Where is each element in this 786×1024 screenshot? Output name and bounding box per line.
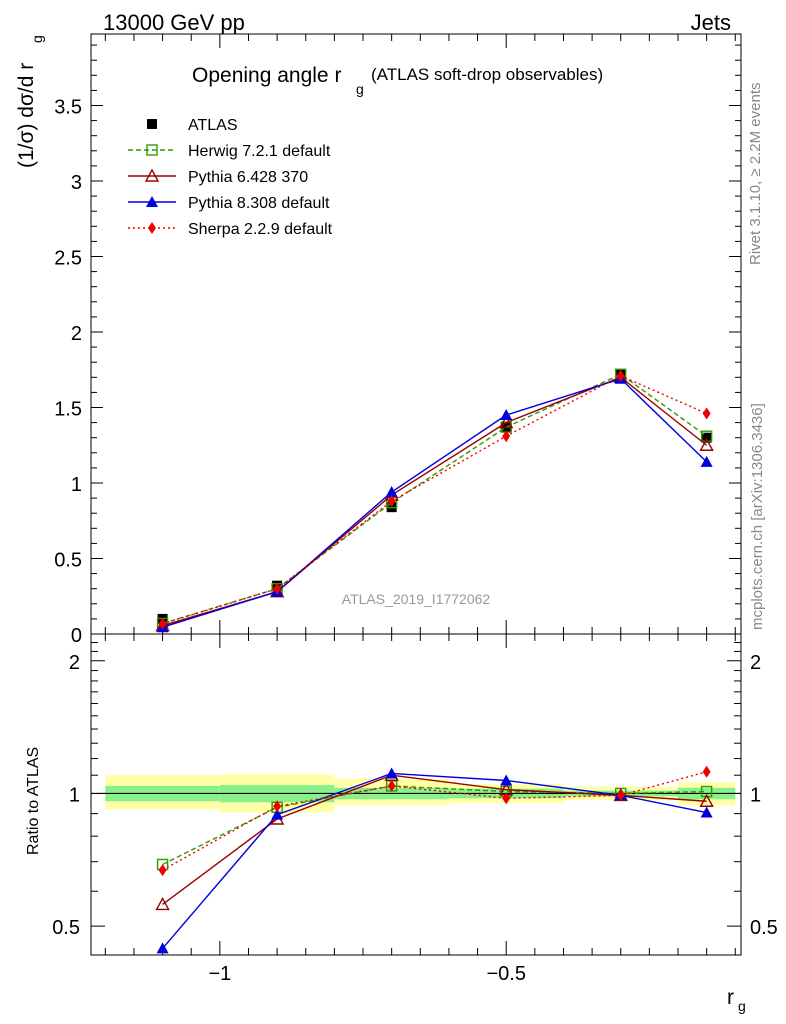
series-line-2 [162, 376, 708, 627]
legend-label: ATLAS [188, 117, 238, 134]
ratio-point-1 [699, 793, 714, 807]
ratio-point-2 [500, 774, 513, 786]
legend-label: Pythia 6.428 370 [188, 169, 308, 186]
y-tick-label: 3 [71, 172, 82, 194]
series-line-1 [162, 373, 708, 625]
analysis-watermark: ATLAS_2019_I1772062 [342, 591, 491, 607]
rivet-label: Rivet 3.1.10, ≥ 2.2M events [747, 83, 764, 266]
legend-label: Pythia 8.308 default [188, 195, 330, 212]
data-point-0 [701, 432, 712, 443]
ratio-point-2 [700, 806, 713, 818]
y-tick-label: 0.5 [54, 550, 82, 572]
ratio-point-3 [158, 864, 167, 877]
legend-marker [146, 196, 158, 207]
ratio-line-2 [162, 772, 707, 949]
legend-marker [146, 144, 158, 156]
ratio-point-2 [385, 767, 398, 779]
legend-label: Sherpa 2.2.9 default [188, 221, 333, 238]
header-left: 13000 GeV pp [103, 10, 245, 35]
y-tick-label: 3.5 [54, 97, 82, 119]
y-tick-label: 1 [71, 474, 82, 496]
ratio-y-tick-label-right: 1 [750, 784, 761, 806]
series-line-4 [162, 375, 707, 625]
ratio-line-1 [162, 774, 707, 905]
series-line-3 [162, 378, 708, 628]
ratio-point-1 [155, 896, 170, 911]
data-point-4 [702, 407, 711, 420]
ratio-point-2 [156, 942, 169, 954]
x-axis-label-subscript: g [738, 998, 746, 1014]
main-title: Opening angle r g (ATLAS soft-drop obser… [192, 64, 603, 97]
legend-marker [147, 119, 157, 129]
data-point-3 [385, 486, 398, 498]
data-point-2 [699, 437, 714, 451]
y-axis-label-subscript: g [29, 35, 45, 43]
ratio-point-3 [273, 800, 282, 813]
title-subscript: g [356, 81, 364, 97]
chart-marks: 0 0.5 1 1.5 2 2.5 3 3.5 −1 −0.5 0.5 0.5 1 1 2 2 ATLAS Her… [52, 34, 778, 985]
data-point-4 [616, 369, 625, 382]
y-axis-label-text: (1/σ) dσ/d r [15, 63, 38, 168]
x-tick-label: −0.5 [486, 963, 525, 985]
mcplots-label: mcplots.cern.ch [arXiv:1306.3436] [749, 403, 766, 630]
data-point-3 [700, 455, 713, 467]
ratio-point-3 [616, 789, 625, 802]
ratio-y-tick-label: 0.5 [52, 917, 80, 939]
data-point-4 [387, 495, 396, 508]
ratio-point-2 [271, 808, 284, 820]
ratio-point-3 [502, 792, 511, 805]
ratio-y-tick-label-right: 0.5 [750, 917, 778, 939]
y-axis-label: (1/σ) dσ/d r g [15, 35, 45, 168]
y-tick-label: 1.5 [54, 399, 82, 421]
y-tick-label: 0 [71, 625, 82, 647]
legend-marker [148, 222, 156, 234]
legend-label: Herwig 7.2.1 default [188, 143, 331, 160]
ratio-y-tick-label: 2 [69, 652, 80, 674]
data-point-4 [502, 430, 511, 443]
y-tick-label: 2.5 [54, 248, 82, 270]
legend-marker [144, 168, 160, 182]
x-tick-label: −1 [208, 963, 231, 985]
ratio-panel-frame [90, 633, 742, 956]
data-point-2 [499, 415, 514, 429]
ratio-y-tick-label-right: 2 [750, 652, 761, 674]
ratio-y-tick-label: 1 [69, 784, 80, 806]
ratio-line-3 [162, 771, 707, 871]
ratio-point-3 [702, 765, 711, 778]
title-text: Opening angle r [192, 64, 341, 87]
data-point-4 [158, 617, 167, 630]
y-tick-label: 2 [71, 323, 82, 345]
title-note: (ATLAS soft-drop observables) [371, 65, 603, 84]
ratio-y-axis-label: Ratio to ATLAS [25, 747, 42, 855]
x-axis-label: r g [727, 986, 746, 1014]
data-point-1 [700, 430, 713, 442]
ratio-line-0 [162, 785, 707, 866]
header-right: Jets [691, 10, 731, 35]
x-axis-label-text: r [727, 986, 734, 1009]
data-point-4 [273, 582, 282, 595]
ratio-point-3 [387, 779, 396, 792]
data-point-3 [500, 409, 513, 421]
